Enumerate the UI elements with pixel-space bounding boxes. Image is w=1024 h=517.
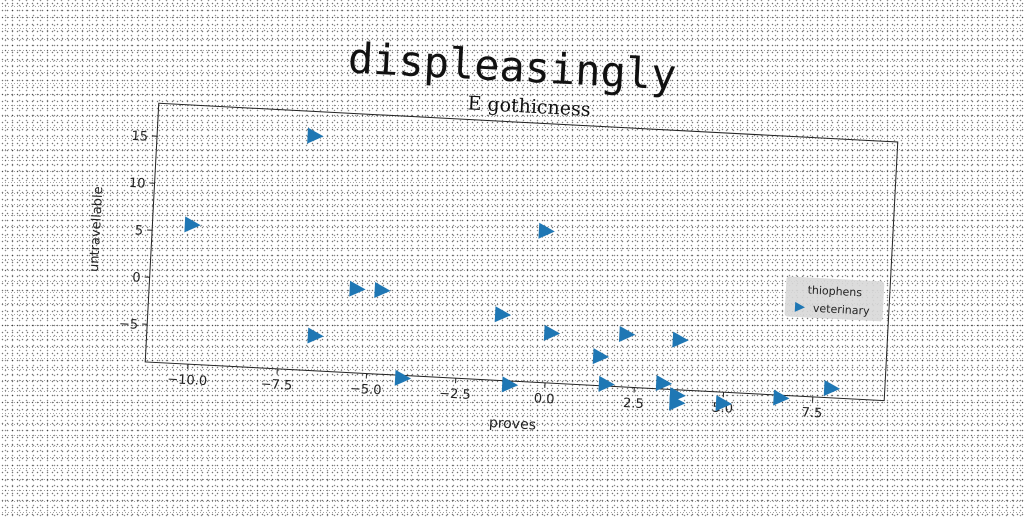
data-point-marker — [502, 376, 519, 393]
data-point-marker — [544, 325, 561, 342]
data-point-marker — [495, 306, 512, 323]
data-point-marker — [773, 390, 790, 407]
axes-frame — [145, 103, 898, 400]
x-tick-label: −5.0 — [350, 382, 382, 399]
y-axis-label: untravellable — [87, 186, 106, 272]
y-tick-label: −5 — [119, 317, 139, 333]
x-tick-label: 0.0 — [533, 391, 554, 407]
data-point-marker — [824, 380, 841, 397]
x-tick-label: −2.5 — [439, 386, 471, 403]
data-point-marker — [598, 376, 615, 393]
y-tick-label: 10 — [129, 176, 146, 192]
data-point-marker — [593, 348, 610, 365]
chart-title: E gothicness — [467, 92, 591, 120]
y-tick-label: 5 — [134, 223, 143, 238]
data-point-marker — [307, 128, 324, 145]
x-axis-label: proves — [489, 415, 537, 433]
data-point-marker — [374, 282, 391, 299]
data-point-marker — [672, 332, 689, 349]
scatter-markers — [176, 121, 852, 419]
data-point-marker — [395, 370, 412, 387]
y-tick-label: 0 — [132, 270, 141, 285]
y-tick-label: 15 — [131, 129, 148, 145]
x-tick-label: 2.5 — [623, 396, 644, 412]
legend: thiophens veterinary — [784, 276, 884, 321]
data-point-marker — [307, 328, 324, 345]
x-tick-label: −7.5 — [260, 377, 292, 394]
data-point-marker — [619, 326, 636, 343]
x-tick-label: 7.5 — [801, 405, 822, 421]
data-point-marker — [184, 216, 201, 233]
data-point-marker — [349, 281, 366, 298]
x-tick-label: −10.0 — [167, 372, 208, 389]
y-axis-ticks: −5 0 5 10 15 — [119, 129, 158, 334]
data-point-marker — [538, 223, 555, 240]
